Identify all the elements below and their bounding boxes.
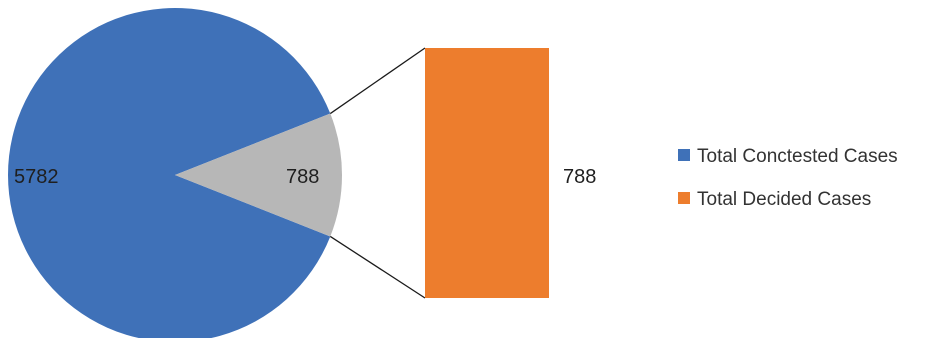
legend-entry-total-decided-cases: Total Decided Cases (697, 189, 871, 210)
pie-slice-total-decided-cases (175, 113, 343, 237)
legend-swatch-total-decided-cases (678, 192, 690, 204)
data-label-bar-decided-cases: 788 (563, 166, 596, 188)
data-label-pie-decided-cases: 788 (286, 166, 319, 188)
pie-group (7, 8, 343, 338)
bar-total-decided-cases (425, 48, 549, 298)
legend: Total Conctested Cases Total Decided Cas… (678, 146, 898, 210)
legend-swatch-total-contested-cases (678, 149, 690, 161)
data-label-total-contested-cases: 5782 (14, 166, 59, 188)
legend-entry-total-contested-cases: Total Conctested Cases (697, 146, 898, 167)
connector-line-top (329, 47, 426, 115)
pie-slice-total-contested-cases (7, 8, 331, 338)
connector-line-bottom (329, 235, 426, 299)
